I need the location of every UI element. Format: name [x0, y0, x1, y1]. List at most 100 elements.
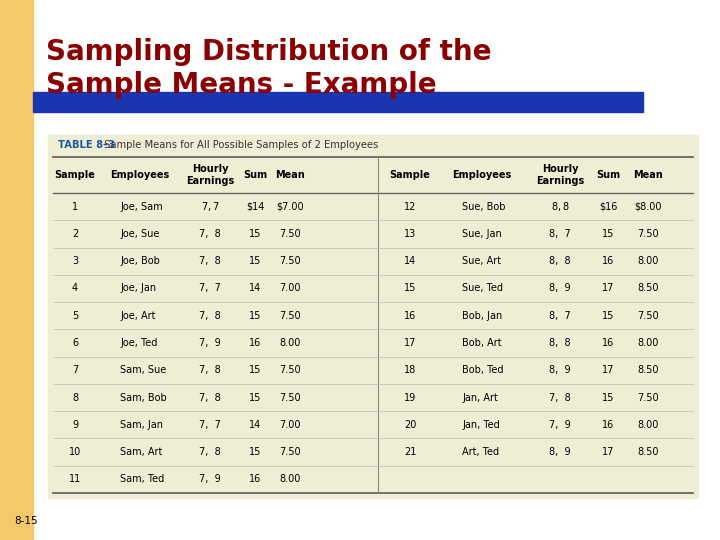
- Text: $8, $8: $8, $8: [551, 200, 570, 213]
- Text: 6: 6: [72, 338, 78, 348]
- Text: Hourly: Hourly: [192, 164, 228, 174]
- Text: Earnings: Earnings: [186, 176, 234, 186]
- Text: Mean: Mean: [275, 170, 305, 180]
- Text: 8.00: 8.00: [279, 474, 301, 484]
- Bar: [0, 0, 33, 540]
- Bar: [48, 135, 698, 498]
- Text: TABLE 8–3: TABLE 8–3: [58, 140, 115, 150]
- Text: 12: 12: [404, 201, 416, 212]
- Text: Bob, Art: Bob, Art: [462, 338, 502, 348]
- Text: 7,  8: 7, 8: [199, 365, 221, 375]
- Text: 4: 4: [72, 284, 78, 293]
- Text: 7.50: 7.50: [637, 310, 659, 321]
- Text: 16: 16: [602, 420, 614, 430]
- Text: 7.50: 7.50: [279, 393, 301, 402]
- Text: 7,  9: 7, 9: [549, 420, 571, 430]
- Text: 16: 16: [404, 310, 416, 321]
- Text: Sum: Sum: [596, 170, 620, 180]
- Text: 18: 18: [404, 365, 416, 375]
- Text: Joe, Sam: Joe, Sam: [120, 201, 163, 212]
- Text: 7.50: 7.50: [279, 229, 301, 239]
- Text: 8,  8: 8, 8: [549, 256, 571, 266]
- Text: 7,  8: 7, 8: [199, 256, 221, 266]
- Text: Joe, Art: Joe, Art: [120, 310, 156, 321]
- Text: 16: 16: [249, 474, 261, 484]
- Text: Employees: Employees: [110, 170, 170, 180]
- Text: Sample Means - Example: Sample Means - Example: [46, 71, 436, 99]
- Text: 3: 3: [72, 256, 78, 266]
- Text: Sam, Sue: Sam, Sue: [120, 365, 166, 375]
- Text: 8.00: 8.00: [637, 420, 659, 430]
- Text: 8.00: 8.00: [279, 338, 301, 348]
- Text: Sample: Sample: [390, 170, 431, 180]
- Text: 15: 15: [249, 310, 261, 321]
- Text: Sam, Jan: Sam, Jan: [120, 420, 163, 430]
- Text: 8,  9: 8, 9: [549, 284, 571, 293]
- Text: Mean: Mean: [633, 170, 663, 180]
- Text: 7,  9: 7, 9: [199, 338, 221, 348]
- Text: $7, $7: $7, $7: [201, 200, 220, 213]
- Text: Bob, Jan: Bob, Jan: [462, 310, 503, 321]
- Text: Sue, Jan: Sue, Jan: [462, 229, 502, 239]
- Text: Sam, Art: Sam, Art: [120, 447, 163, 457]
- Text: 9: 9: [72, 420, 78, 430]
- Text: 7: 7: [72, 365, 78, 375]
- Bar: [33, 92, 643, 112]
- Text: 8,  9: 8, 9: [549, 365, 571, 375]
- Text: Sue, Art: Sue, Art: [462, 256, 501, 266]
- Text: 7,  8: 7, 8: [199, 310, 221, 321]
- Text: 8.00: 8.00: [637, 256, 659, 266]
- Text: 1: 1: [72, 201, 78, 212]
- Text: 19: 19: [404, 393, 416, 402]
- Text: 10: 10: [69, 447, 81, 457]
- Text: Hourly: Hourly: [541, 164, 578, 174]
- Text: 8.50: 8.50: [637, 447, 659, 457]
- Text: Sue, Ted: Sue, Ted: [462, 284, 503, 293]
- Text: $14: $14: [246, 201, 264, 212]
- Text: Sam, Ted: Sam, Ted: [120, 474, 164, 484]
- Text: 15: 15: [602, 310, 614, 321]
- Text: 8.00: 8.00: [637, 338, 659, 348]
- Text: 7.50: 7.50: [637, 393, 659, 402]
- Text: 7.50: 7.50: [279, 447, 301, 457]
- Text: 16: 16: [602, 338, 614, 348]
- Text: 7.00: 7.00: [279, 420, 301, 430]
- Text: 15: 15: [249, 447, 261, 457]
- Text: 7.50: 7.50: [279, 365, 301, 375]
- Text: 17: 17: [602, 365, 614, 375]
- Text: Employees: Employees: [452, 170, 512, 180]
- Text: Sampling Distribution of the: Sampling Distribution of the: [46, 38, 492, 66]
- Text: 15: 15: [249, 229, 261, 239]
- Text: 21: 21: [404, 447, 416, 457]
- Text: $16: $16: [599, 201, 617, 212]
- Text: 7.50: 7.50: [637, 229, 659, 239]
- Text: 15: 15: [249, 365, 261, 375]
- Text: Joe, Bob: Joe, Bob: [120, 256, 160, 266]
- Text: Joe, Sue: Joe, Sue: [120, 229, 159, 239]
- Text: 11: 11: [69, 474, 81, 484]
- Text: 8,  7: 8, 7: [549, 310, 571, 321]
- Text: 7.00: 7.00: [279, 284, 301, 293]
- Text: 7,  8: 7, 8: [199, 229, 221, 239]
- Text: 5: 5: [72, 310, 78, 321]
- Text: 8.50: 8.50: [637, 284, 659, 293]
- Text: Sample Means for All Possible Samples of 2 Employees: Sample Means for All Possible Samples of…: [101, 140, 379, 150]
- Text: 7,  8: 7, 8: [199, 393, 221, 402]
- Text: 15: 15: [404, 284, 416, 293]
- Text: 16: 16: [249, 338, 261, 348]
- Text: 15: 15: [249, 393, 261, 402]
- Text: 7,  9: 7, 9: [199, 474, 221, 484]
- Text: Jan, Ted: Jan, Ted: [462, 420, 500, 430]
- Text: $7.00: $7.00: [276, 201, 304, 212]
- Text: 20: 20: [404, 420, 416, 430]
- Text: 17: 17: [602, 284, 614, 293]
- Text: Sample: Sample: [55, 170, 96, 180]
- Text: $8.00: $8.00: [634, 201, 662, 212]
- Text: 8: 8: [72, 393, 78, 402]
- Text: 15: 15: [602, 393, 614, 402]
- Text: 8,  9: 8, 9: [549, 447, 571, 457]
- Text: 14: 14: [249, 420, 261, 430]
- Text: 15: 15: [249, 256, 261, 266]
- Text: 7,  8: 7, 8: [549, 393, 571, 402]
- Text: 8.50: 8.50: [637, 365, 659, 375]
